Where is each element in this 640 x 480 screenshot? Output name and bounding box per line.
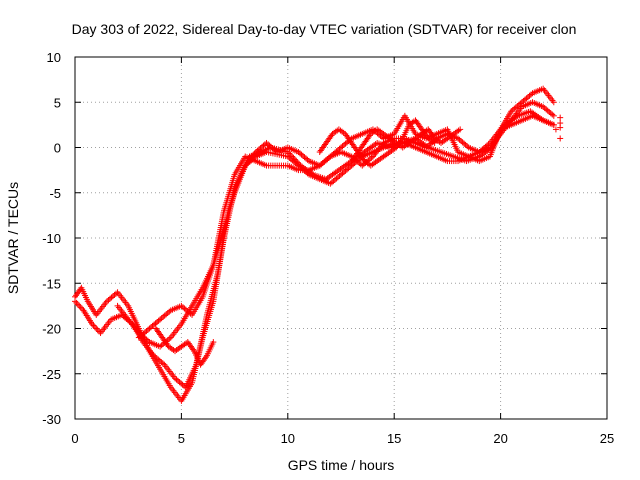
y-axis-label: SDTVAR / TECUs [5, 182, 21, 294]
x-tick-label: 0 [71, 431, 78, 446]
data-point [431, 139, 438, 146]
data-point [93, 325, 100, 332]
data-point [76, 302, 83, 309]
data-point [552, 126, 559, 133]
data-point [77, 304, 84, 311]
x-tick-label: 5 [178, 431, 185, 446]
data-point [94, 327, 101, 334]
data-point [550, 99, 557, 106]
y-tick-label: 5 [54, 95, 61, 110]
y-tick-label: -5 [49, 186, 61, 201]
data-point [557, 114, 564, 121]
y-tick-label: 0 [54, 141, 61, 156]
data-point [557, 124, 564, 131]
data-point [457, 126, 464, 133]
data-point [73, 299, 80, 306]
x-tick-label: 25 [600, 431, 614, 446]
x-tick-label: 15 [387, 431, 401, 446]
data-point [72, 298, 78, 305]
y-tick-labels: -30 -25 -20 -15 -10 -5 0 5 10 [42, 50, 61, 427]
y-tick-label: -30 [42, 412, 61, 427]
x-tick-label: 20 [493, 431, 507, 446]
x-axis-label: GPS time / hours [288, 457, 395, 473]
data-point [557, 135, 564, 142]
x-tick-label: 10 [281, 431, 295, 446]
data-point [550, 112, 557, 119]
data-point [210, 339, 217, 346]
x-tick-labels: 0 5 10 15 20 25 [71, 431, 614, 446]
data-point [550, 121, 557, 128]
y-tick-label: 10 [47, 50, 61, 65]
grid [75, 57, 607, 419]
data-points [72, 85, 564, 404]
y-tick-label: -20 [42, 322, 61, 337]
y-tick-label: -25 [42, 367, 61, 382]
data-point [74, 301, 81, 308]
y-tick-label: -10 [42, 231, 61, 246]
chart-title: Day 303 of 2022, Sidereal Day-to-day VTE… [72, 21, 577, 37]
plot-frame [74, 56, 608, 420]
y-tick-label: -15 [42, 276, 61, 291]
data-point [91, 323, 98, 330]
